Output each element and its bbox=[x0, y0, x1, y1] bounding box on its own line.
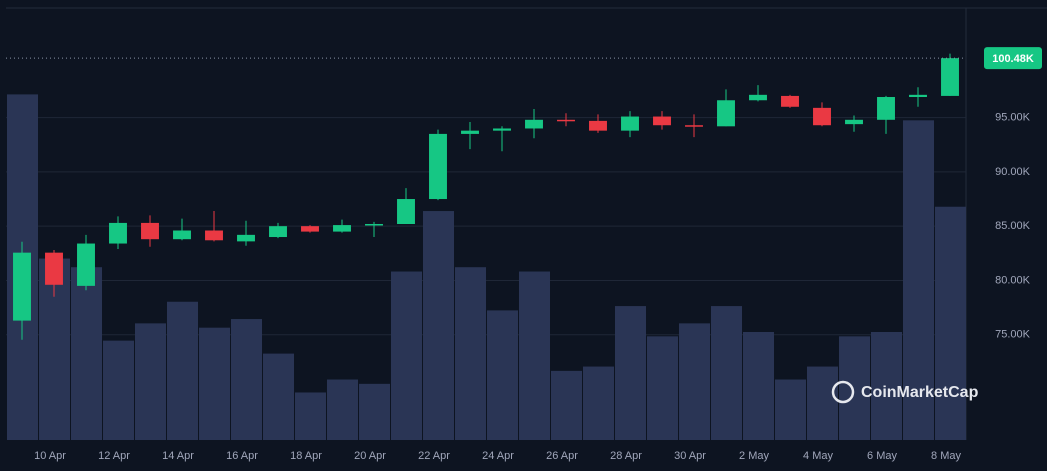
volume-bar bbox=[295, 392, 326, 440]
volume-bar bbox=[231, 319, 262, 440]
volume-bar bbox=[679, 323, 710, 440]
x-tick-label: 6 May bbox=[867, 450, 897, 462]
last-price-box bbox=[984, 47, 1042, 70]
volume-bar bbox=[647, 336, 678, 440]
candle-body bbox=[461, 130, 479, 134]
volume-bar bbox=[743, 332, 774, 440]
candle-body bbox=[77, 243, 95, 286]
candle-body bbox=[653, 116, 671, 126]
watermark-text: CoinMarketCap bbox=[861, 384, 979, 401]
volume-bar bbox=[167, 301, 198, 440]
y-tick-label: 90.00K bbox=[995, 166, 1031, 178]
x-tick-label: 4 May bbox=[803, 450, 833, 462]
candle-body bbox=[749, 94, 767, 101]
candle-body bbox=[429, 133, 447, 200]
volume-bar bbox=[71, 267, 102, 440]
candle-body bbox=[173, 230, 191, 240]
volume-bar bbox=[903, 120, 934, 440]
y-tick-label: 80.00K bbox=[995, 274, 1031, 286]
x-tick-label: 10 Apr bbox=[34, 450, 66, 462]
volume-bar bbox=[263, 353, 294, 440]
volume-bar bbox=[711, 306, 742, 440]
candle-body bbox=[205, 230, 223, 241]
y-tick-label: 95.00K bbox=[995, 112, 1031, 124]
candle-body bbox=[365, 224, 383, 226]
candle-body bbox=[525, 119, 543, 129]
candle-body bbox=[333, 225, 351, 232]
volume-bar bbox=[327, 379, 358, 440]
volume-bar bbox=[615, 306, 646, 440]
watermark: CoinMarketCap bbox=[831, 380, 979, 404]
price-layer bbox=[13, 53, 959, 340]
volume-bar bbox=[199, 327, 230, 440]
volume-bar bbox=[807, 366, 838, 440]
candle-body bbox=[621, 116, 639, 131]
volume-bar bbox=[391, 271, 422, 440]
candle-body bbox=[813, 107, 831, 126]
x-tick-label: 8 May bbox=[931, 450, 961, 462]
candle-body bbox=[717, 100, 735, 127]
x-tick-label: 20 Apr bbox=[354, 450, 386, 462]
candle-body bbox=[109, 222, 127, 244]
candle-body bbox=[301, 226, 319, 232]
y-tick-label: 85.00K bbox=[995, 220, 1031, 232]
candle-body bbox=[397, 199, 415, 224]
candle-body bbox=[557, 119, 575, 122]
volume-bar bbox=[423, 211, 454, 440]
candle-body bbox=[269, 226, 287, 238]
x-tick-label: 14 Apr bbox=[162, 450, 194, 462]
volume-bar bbox=[455, 267, 486, 440]
volume-bar bbox=[839, 336, 870, 440]
candle-body bbox=[237, 234, 255, 242]
y-tick-label: 75.00K bbox=[995, 329, 1031, 341]
x-tick-label: 18 Apr bbox=[290, 450, 322, 462]
x-tick-label: 30 Apr bbox=[674, 450, 706, 462]
x-tick-label: 28 Apr bbox=[610, 450, 642, 462]
candle-body bbox=[13, 252, 31, 321]
watermark-logo bbox=[831, 380, 855, 404]
x-tick-label: 12 Apr bbox=[98, 450, 130, 462]
candle-body bbox=[141, 222, 159, 240]
candle-body bbox=[845, 119, 863, 125]
candle-body bbox=[493, 128, 511, 131]
volume-bar bbox=[871, 332, 902, 440]
candle-body bbox=[877, 97, 895, 120]
volume-bar bbox=[519, 271, 550, 440]
volume-bar bbox=[487, 310, 518, 440]
volume-layer bbox=[6, 94, 966, 441]
volume-bar bbox=[775, 379, 806, 440]
x-tick-label: 24 Apr bbox=[482, 450, 514, 462]
x-tick-label: 16 Apr bbox=[226, 450, 258, 462]
x-tick-label: 2 May bbox=[739, 450, 769, 462]
volume-bar bbox=[583, 366, 614, 440]
volume-bar bbox=[935, 206, 966, 440]
volume-bar bbox=[135, 323, 166, 440]
last-price-label: 100.48K bbox=[992, 53, 1034, 65]
candle-body bbox=[45, 252, 63, 285]
candle-body bbox=[589, 120, 607, 131]
candle-body bbox=[909, 94, 927, 98]
volume-bar bbox=[103, 340, 134, 440]
volume-bar bbox=[359, 383, 390, 440]
candle-body bbox=[941, 58, 959, 96]
candle-body bbox=[685, 125, 703, 127]
volume-bar bbox=[551, 370, 582, 440]
x-tick-label: 22 Apr bbox=[418, 450, 450, 462]
candle-body bbox=[781, 95, 799, 107]
x-tick-label: 26 Apr bbox=[546, 450, 578, 462]
